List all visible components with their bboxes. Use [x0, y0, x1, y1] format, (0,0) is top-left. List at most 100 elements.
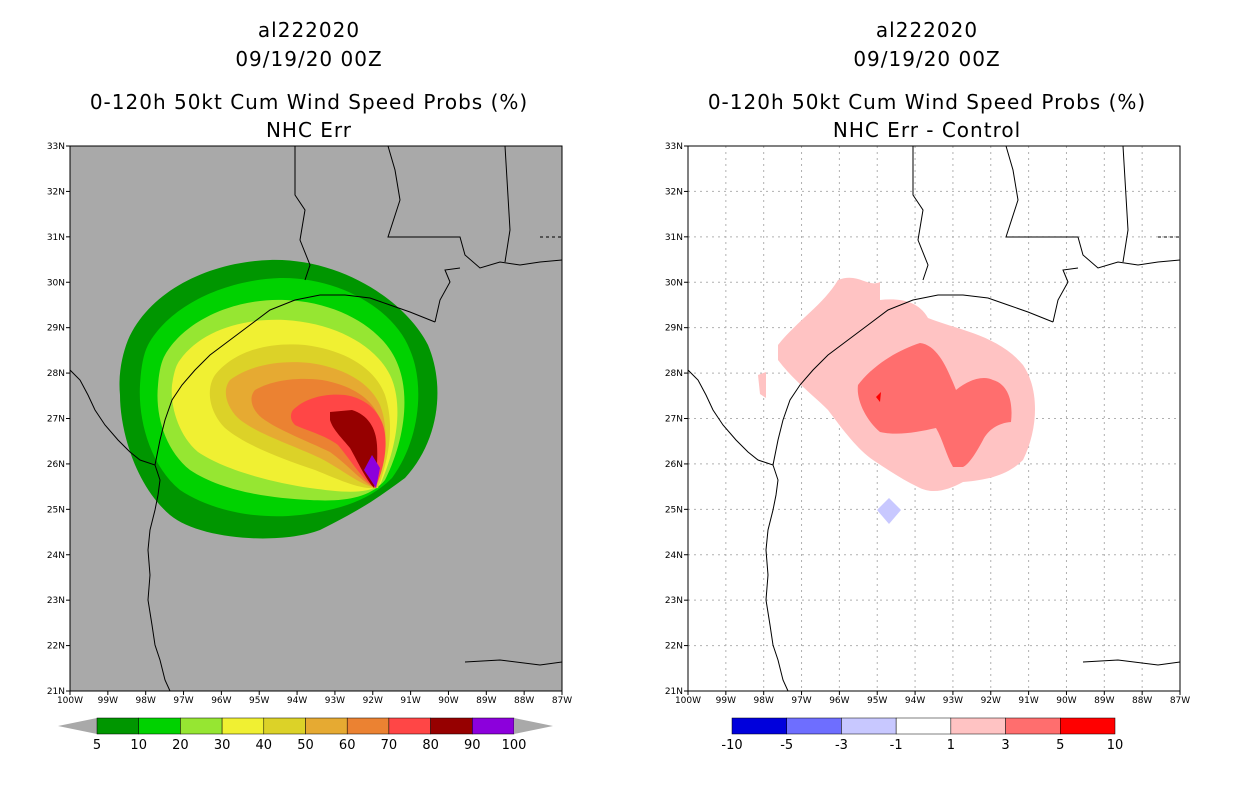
- lat-label: 25N: [665, 505, 683, 515]
- lat-label: 22N: [47, 642, 65, 652]
- colorbar-swatch: [138, 717, 181, 735]
- colorbar-label: 3: [1001, 738, 1009, 753]
- lon-label: 98W: [136, 696, 156, 706]
- lon-label: 92W: [981, 696, 1001, 706]
- colorbar-label: -3: [835, 738, 848, 753]
- left-panel: al222020 09/19/20 00Z 0-120h 50kt Cum Wi…: [47, 18, 572, 753]
- lat-label: 26N: [665, 460, 683, 470]
- lat-label: 22N: [665, 642, 683, 652]
- lon-label: 100W: [57, 696, 83, 706]
- lon-label: 91W: [1018, 696, 1038, 706]
- lat-label: 28N: [665, 369, 683, 379]
- lat-label: 24N: [47, 551, 65, 561]
- lon-label: 89W: [476, 696, 496, 706]
- right-datetime: 09/19/20 00Z: [853, 47, 1001, 71]
- lon-label: 99W: [98, 696, 118, 706]
- lat-label: 24N: [665, 551, 683, 561]
- colorbar-label: 60: [339, 738, 356, 753]
- lat-label: 30N: [665, 278, 683, 288]
- right-colorbar: -10 -5 -3 -1 1 3 5 10: [721, 717, 1124, 753]
- left-subtitle: NHC Err: [265, 118, 353, 142]
- lon-label: 91W: [400, 696, 420, 706]
- colorbar-label: 10: [1107, 738, 1124, 753]
- lon-label: 87W: [1170, 696, 1190, 706]
- right-subtitle: NHC Err - Control: [832, 118, 1022, 142]
- lat-label: 23N: [665, 596, 683, 606]
- lon-label: 97W: [173, 696, 193, 706]
- colorbar-swatch: [96, 717, 139, 735]
- right-difference-contours: [758, 277, 1036, 524]
- right-product-title: 0-120h 50kt Cum Wind Speed Probs (%): [707, 90, 1147, 114]
- colorbar-label: 50: [297, 738, 314, 753]
- left-colorbar-under: [58, 718, 97, 734]
- colorbar-swatch: [895, 717, 952, 735]
- lon-label: 100W: [675, 696, 701, 706]
- lon-label: 99W: [716, 696, 736, 706]
- left-coastline: [70, 146, 562, 691]
- left-colorbar-over: [514, 718, 553, 734]
- lon-label: 92W: [363, 696, 383, 706]
- colorbar-label: 5: [93, 738, 101, 753]
- colorbar-label: 10: [130, 738, 147, 753]
- colorbar-label: -5: [780, 738, 793, 753]
- lon-label: 96W: [829, 696, 849, 706]
- colorbar-swatch: [786, 717, 842, 735]
- lon-label: 97W: [791, 696, 811, 706]
- diff-contour-3: [857, 343, 1012, 467]
- colorbar-swatch: [346, 717, 390, 735]
- lat-label: 21N: [47, 687, 65, 697]
- left-product-title: 0-120h 50kt Cum Wind Speed Probs (%): [89, 90, 529, 114]
- lat-label: 33N: [47, 142, 65, 152]
- diff-contour-5: [876, 392, 881, 402]
- left-storm-id: al222020: [257, 18, 361, 42]
- colorbar-label: 1: [947, 738, 955, 753]
- colorbar-swatch: [1005, 717, 1061, 735]
- lat-label: 30N: [47, 278, 65, 288]
- colorbar-swatch: [731, 717, 787, 735]
- lat-label: 29N: [47, 324, 65, 334]
- diff-contour-neg1: [877, 498, 901, 524]
- lat-label: 32N: [47, 187, 65, 197]
- lat-label: 31N: [47, 233, 65, 243]
- colorbar-swatch: [180, 717, 223, 735]
- colorbar-swatch: [841, 717, 897, 735]
- lat-label: 26N: [47, 460, 65, 470]
- lat-label: 32N: [665, 187, 683, 197]
- colorbar-label: 80: [422, 738, 439, 753]
- diff-contour-1-small: [758, 372, 766, 398]
- lat-label: 31N: [665, 233, 683, 243]
- lat-label: 33N: [665, 142, 683, 152]
- lon-label: 93W: [943, 696, 963, 706]
- lat-label: 27N: [47, 415, 65, 425]
- colorbar-label: 40: [256, 738, 273, 753]
- lon-label: 94W: [287, 696, 307, 706]
- lat-label: 27N: [665, 415, 683, 425]
- colorbar-label: 90: [464, 738, 481, 753]
- colorbar-label: -1: [890, 738, 903, 753]
- lon-label: 95W: [249, 696, 269, 706]
- lon-label: 90W: [1056, 696, 1076, 706]
- lon-label: 90W: [438, 696, 458, 706]
- right-map: 33N32N31N30N29N28N27N26N25N24N23N22N21N1…: [665, 142, 1190, 753]
- lon-label: 87W: [552, 696, 572, 706]
- lon-label: 96W: [211, 696, 231, 706]
- lat-label: 28N: [47, 369, 65, 379]
- left-colorbar: 5 10 20 30 40 50 60 70 80 90 100: [58, 717, 553, 753]
- right-panel: al222020 09/19/20 00Z 0-120h 50kt Cum Wi…: [618, 0, 1236, 800]
- colorbar-swatch: [388, 717, 431, 735]
- colorbar-label: 30: [214, 738, 231, 753]
- left-map: 33N32N31N30N29N28N27N26N25N24N23N22N21N1…: [47, 142, 572, 753]
- colorbar-label: 5: [1056, 738, 1064, 753]
- colorbar-swatch: [472, 717, 515, 735]
- colorbar-label: 70: [381, 738, 398, 753]
- colorbar-swatch: [305, 717, 348, 735]
- colorbar-swatch: [1060, 717, 1116, 735]
- lon-label: 88W: [1132, 696, 1152, 706]
- right-coastline: [688, 146, 1180, 691]
- colorbar-label: -10: [721, 738, 742, 753]
- colorbar-swatch: [430, 717, 473, 735]
- lon-label: 88W: [514, 696, 534, 706]
- left-probability-contours: [119, 259, 438, 539]
- lat-label: 25N: [47, 505, 65, 515]
- lat-label: 21N: [665, 687, 683, 697]
